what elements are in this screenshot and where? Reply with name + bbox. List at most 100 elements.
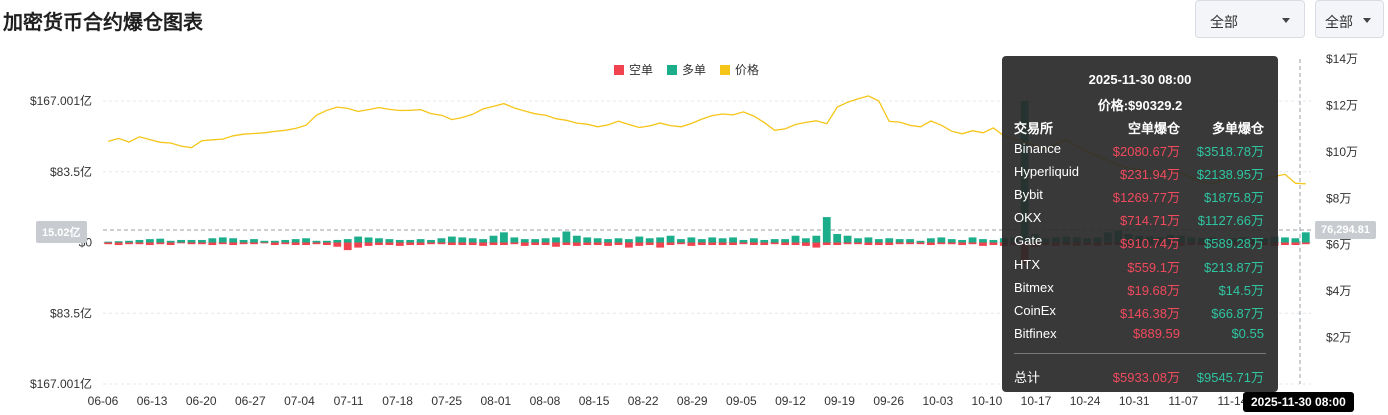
short-bar [843,242,852,245]
y-right-tick-label: $6万 [1326,238,1351,252]
legend-item-price[interactable]: 价格 [720,61,759,78]
long-bar [979,239,987,243]
tooltip-total-long: $9545.71万 [1196,370,1264,385]
short-bar [562,242,571,246]
tooltip-header-short: 空单爆仓 [1127,121,1180,136]
long-bar [822,217,831,243]
long-bar [843,235,852,243]
x-tick-label: 06-27 [235,394,266,408]
exchange-select[interactable]: 全部 [1195,0,1305,38]
long-bar [333,239,342,243]
short-bar [1301,242,1310,245]
short-bar [604,242,612,246]
y-right-tick-label: $12万 [1326,98,1358,112]
short-bar [916,242,925,245]
long-bar [385,239,394,243]
crosshair-y-label: 15.02亿 [36,221,87,243]
long-bar [1291,238,1300,243]
tooltip-header-long: 多单爆仓 [1211,121,1264,136]
tooltip-long-value: $213.87万 [1204,259,1264,275]
chevron-down-icon [1282,18,1290,23]
exchange-select-value: 全部 [1210,14,1238,30]
short-bar [135,242,144,245]
short-bar [1291,242,1300,246]
short-bar [302,242,310,246]
long-bar [885,238,894,243]
short-bar [218,242,227,245]
x-tick-label: 10-31 [1119,394,1150,408]
short-bar [177,242,186,244]
long-bar [406,239,415,243]
short-bar [656,242,665,248]
legend-item-short[interactable]: 空单 [614,61,653,78]
short-bar [802,242,810,246]
long-bar [489,235,498,243]
long-bar [635,236,644,243]
short-bar [489,242,498,246]
long-bar [729,237,737,243]
long-bar [177,239,186,243]
tooltip-header: 交易所 空单爆仓 多单爆仓 [1014,118,1266,136]
long-bar [677,239,685,243]
short-bar [718,242,727,246]
short-bar [385,242,394,246]
short-bar [281,242,290,245]
short-bar [947,242,956,245]
x-tick-label: 07-11 [334,394,364,408]
long-bar [229,238,238,243]
short-bar [406,242,415,246]
tooltip-short-value: $889.59 [1133,325,1180,341]
x-tick-label: 06-06 [88,394,119,408]
short-bar [364,242,373,246]
legend-label-price: 价格 [735,63,760,77]
short-bar [822,242,831,246]
tooltip-row: Bybit $1269.77万 $1875.8万 [1014,187,1266,205]
tooltip-header-exchange: 交易所 [1014,121,1054,136]
coin-select[interactable]: 全部 [1315,0,1384,38]
long-bar [833,234,842,243]
short-bar [156,242,165,245]
tooltip-long-value: $1127.66万 [1197,213,1264,229]
long-bar [218,237,227,243]
short-bar [114,242,123,246]
short-bar [500,242,508,246]
x-tick-label: 09-19 [824,394,855,408]
short-bar [708,242,717,246]
short-bar [239,242,248,245]
short-bar [968,242,977,245]
long-bar [468,238,477,243]
short-bar [739,242,748,245]
x-tick-label: 08-01 [480,394,511,408]
short-bar [583,242,592,246]
tooltip-short-value: $146.38万 [1120,305,1180,321]
tooltip-row: CoinEx $146.38万 $66.87万 [1014,303,1266,321]
x-tick-label: 09-05 [726,394,757,408]
long-bar [708,237,717,243]
long-bar [968,237,977,243]
short-bar [447,242,456,246]
tooltip-long-value: $14.5万 [1218,282,1264,298]
tooltip-long-value: $1875.8万 [1204,190,1264,206]
x-tick-label: 07-25 [431,394,462,408]
legend-item-long[interactable]: 多单 [667,61,706,78]
y-left-tick-label: $167.001亿 [30,376,92,391]
short-bar [416,242,425,246]
x-tick-label: 10-17 [1021,394,1052,408]
chart-legend: 空单 多单 价格 [614,61,759,78]
long-bar [718,238,727,243]
legend-swatch-long [667,64,678,75]
short-bar [291,242,300,246]
long-bar [239,239,248,243]
long-bar [135,239,144,243]
short-bar [906,242,914,245]
long-bar [958,239,967,243]
long-bar [624,239,633,243]
short-bar [812,242,821,248]
y-left-tick-label: $83.5亿 [50,305,92,320]
long-bar [864,237,873,243]
long-bar [375,238,383,243]
long-bar [364,237,373,243]
long-bar [500,232,508,243]
short-bar [874,242,883,246]
short-bar [260,242,269,244]
